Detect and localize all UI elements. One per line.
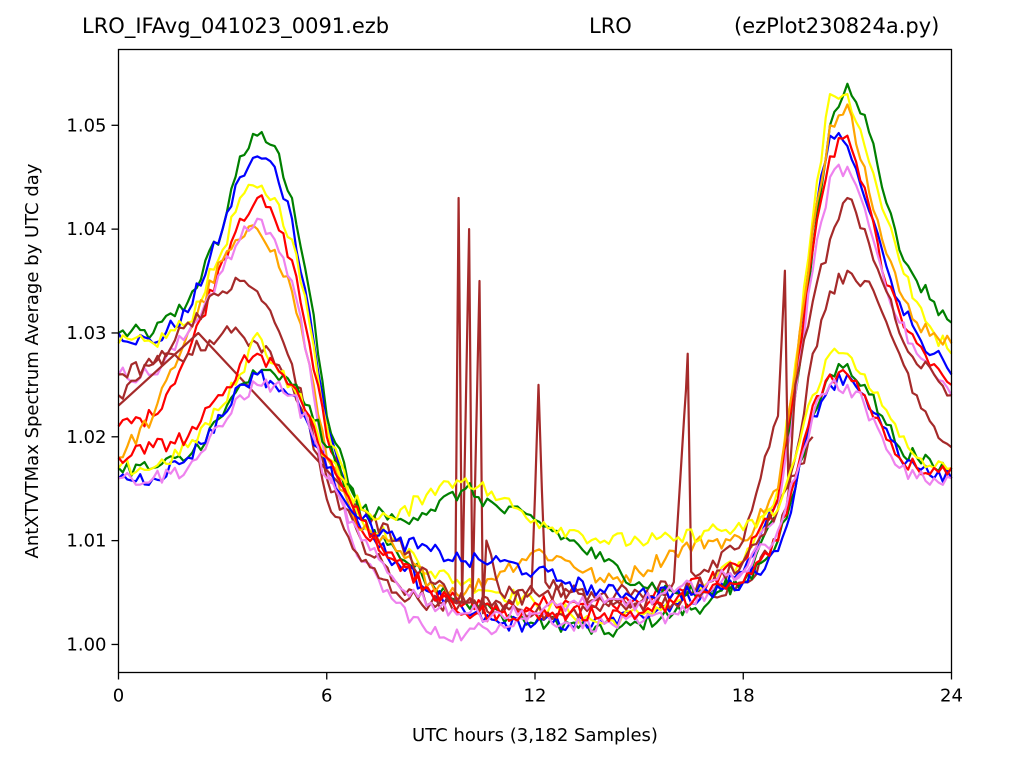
series-line-5	[118, 103, 953, 599]
series-line-12	[117, 331, 952, 547]
series-line-4	[117, 134, 953, 622]
chart-title-script: (ezPlot230824a.py)	[734, 14, 940, 38]
y-tick-label: 1.04	[66, 219, 106, 240]
y-tick-label: 1.05	[66, 115, 106, 136]
x-tick-label: 12	[524, 686, 547, 707]
x-axis-label: UTC hours (3,182 Samples)	[412, 725, 658, 746]
x-tick-label: 0	[113, 686, 124, 707]
series-line-8	[118, 269, 953, 612]
y-tick-label: 1.02	[66, 427, 106, 448]
x-tick-label: 18	[732, 686, 755, 707]
series-line-14	[118, 378, 952, 623]
axis-ticks: 0 6 12 18 24 1.00 1.01 1.02 1.03 1.04 1.05	[66, 115, 963, 706]
series-line-7	[117, 196, 952, 615]
y-axis-label: AntXTVTMax Spectrum Average by UTC day	[22, 163, 43, 558]
chart-title-station: LRO	[589, 14, 632, 38]
y-tick-label: 1.03	[66, 323, 106, 344]
x-tick-label: 24	[940, 686, 963, 707]
series-layer	[117, 82, 953, 643]
x-tick-label: 6	[321, 686, 332, 707]
chart-title-file: LRO_IFAvg_041023_0091.ezb	[82, 14, 390, 38]
y-tick-label: 1.01	[66, 531, 106, 552]
y-tick-label: 1.00	[66, 634, 106, 655]
